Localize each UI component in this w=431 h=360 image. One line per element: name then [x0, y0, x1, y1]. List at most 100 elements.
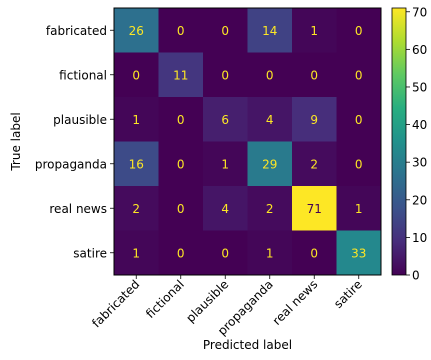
heatmap-cell: [292, 141, 337, 187]
cell-value-label: 2: [310, 157, 318, 171]
y-tick-label: plausible: [53, 113, 107, 127]
heatmap-cell: [203, 8, 248, 53]
cell-value-label: 0: [355, 68, 363, 82]
heatmap-cell: [292, 97, 337, 142]
cell-value-label: 0: [177, 24, 185, 38]
heatmap-cell: [247, 186, 293, 231]
heatmap-cell: [158, 52, 204, 98]
heatmap-cell: [247, 230, 293, 276]
cell-value-label: 71: [307, 202, 322, 216]
x-tick-label: fabricated: [89, 277, 142, 330]
heatmap-cell: [336, 141, 382, 187]
heatmap-cell: [158, 97, 204, 142]
colorbar-tick-label: 10: [412, 231, 427, 245]
heatmap-cell: [336, 8, 382, 53]
heatmap-cell: [292, 186, 337, 231]
cell-value-label: 0: [177, 113, 185, 127]
y-tick-label: real news: [49, 202, 107, 216]
heatmap-cell: [114, 8, 159, 53]
x-tick-label: real news: [270, 277, 321, 328]
cell-value-label: 2: [132, 202, 140, 216]
cell-value-label: 0: [355, 113, 363, 127]
cell-value-label: 0: [266, 68, 274, 82]
heatmap-cell: [158, 8, 204, 53]
heatmap-cell: [158, 186, 204, 231]
heatmap-cell: [292, 230, 337, 276]
y-tick-label: propaganda: [35, 157, 107, 171]
colorbar-tick-label: 0: [412, 269, 420, 283]
heatmap-cell: [292, 8, 337, 53]
colorbar-tick-label: 30: [412, 156, 427, 170]
colorbar: [391, 7, 407, 276]
cell-value-label: 16: [129, 157, 144, 171]
heatmap-cell: [203, 230, 248, 276]
cell-value-label: 2: [266, 202, 274, 216]
cell-value-label: 0: [310, 246, 318, 260]
y-tick-label: fabricated: [46, 24, 107, 38]
x-tick-label: satire: [331, 277, 365, 311]
colorbar-tick-label: 50: [412, 80, 427, 94]
cell-value-label: 26: [129, 24, 144, 38]
y-tick-label: satire: [73, 246, 107, 260]
heatmap-cell: [158, 230, 204, 276]
cell-value-label: 0: [221, 68, 229, 82]
x-tick-labels: fabricated fictionalplausiblepropagandare…: [89, 275, 365, 338]
cell-value-label: 4: [266, 113, 274, 127]
heatmap-cell: [114, 141, 159, 187]
cell-value-label: 1: [132, 113, 140, 127]
heatmap-cell: [336, 52, 382, 98]
heatmap-cell: [158, 141, 204, 187]
colorbar-tick-labels: 0 10 20 30 40 50 60 70: [406, 5, 427, 283]
cell-value-label: 0: [177, 157, 185, 171]
heatmap-cell: [114, 186, 159, 231]
heatmap-cell: [247, 8, 293, 53]
cell-value-label: 0: [310, 68, 318, 82]
cell-value-label: 1: [266, 246, 274, 260]
cell-value-label: 0: [221, 24, 229, 38]
heatmap-cell: [247, 52, 293, 98]
cell-value-label: 0: [355, 157, 363, 171]
heatmap-cell: [292, 52, 337, 98]
heatmap-cell: [114, 97, 159, 142]
cell-value-label: 29: [262, 157, 277, 171]
cell-value-label: 0: [132, 68, 140, 82]
heatmap-cell: [203, 141, 248, 187]
heatmap-cell: [114, 230, 159, 276]
heatmap-cells: [114, 8, 382, 276]
cell-value-label: 0: [177, 246, 185, 260]
cell-value-labels: 26 0 0 14 1 00 11 0 0 0 01 0 6 4 9 016 0 1 29 2 02 0 4 2 71 11 0 0 1…: [129, 24, 367, 261]
colorbar-tick-label: 20: [412, 193, 427, 207]
cell-value-label: 14: [262, 24, 277, 38]
cell-value-label: 0: [177, 202, 185, 216]
colorbar-tick-label: 40: [412, 118, 427, 132]
heatmap-cell: [336, 97, 382, 142]
heatmap-cell: [114, 52, 159, 98]
y-tick-labels: fabricated fictional plausible propaganda re…: [35, 24, 114, 260]
cell-value-label: 1: [310, 24, 318, 38]
cell-value-label: 1: [132, 246, 140, 260]
heatmap-cell: [247, 141, 293, 187]
cell-value-label: 11: [173, 68, 188, 82]
cell-value-label: 6: [221, 113, 229, 127]
heatmap-cell: [203, 97, 248, 142]
plot-frame: [113, 7, 382, 276]
cell-value-label: 0: [221, 246, 229, 260]
cell-value-label: 1: [221, 157, 229, 171]
x-axis-label: Predicted label: [203, 338, 292, 352]
x-tick-label: fictional: [143, 277, 187, 321]
heatmap-cell: [247, 97, 293, 142]
cell-value-label: 1: [355, 202, 363, 216]
heatmap-cell: [203, 52, 248, 98]
heatmap-cell: [203, 186, 248, 231]
cell-value-label: 33: [351, 246, 366, 260]
y-tick-label: fictional: [59, 68, 107, 82]
heatmap-cell: [336, 186, 382, 231]
y-axis-label: True label: [9, 112, 23, 171]
colorbar-tick-label: 60: [412, 43, 427, 57]
cell-value-label: 0: [355, 24, 363, 38]
cell-value-label: 4: [221, 202, 229, 216]
colorbar-tick-label: 70: [412, 5, 427, 19]
heatmap-cell: [336, 230, 382, 276]
cell-value-label: 9: [310, 113, 318, 127]
